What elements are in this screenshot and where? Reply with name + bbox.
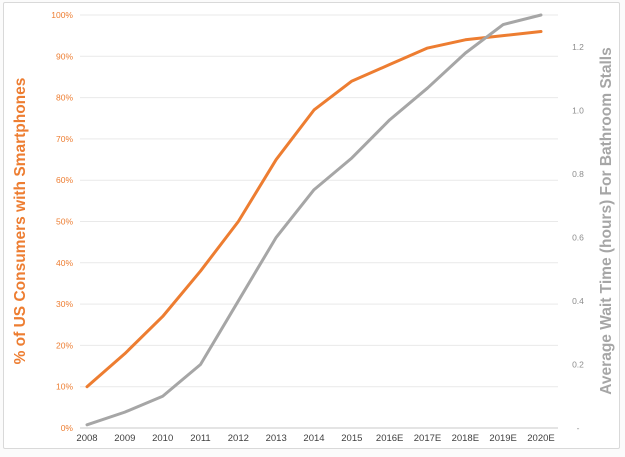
left-axis-tick-label: 50% [56,217,73,227]
right-axis-tick-label: 1.2 [572,42,584,52]
x-axis-tick-label: 2015 [341,433,362,444]
x-axis-tick-label: 2009 [114,433,135,444]
left-axis-tick-label: 20% [56,340,73,350]
left-axis-tick-label: 40% [56,258,73,268]
right-axis-tick-label: 0.6 [572,232,584,242]
right-axis-tick-label: 0.8 [572,169,584,179]
right-axis-tick-label: 1.0 [572,105,584,115]
right-axis-tick-label: 0.4 [572,296,584,306]
right-axis-tick-label: - [577,423,580,433]
x-axis-tick-label: 2013 [266,433,287,444]
x-axis-tick-label: 2019E [489,433,516,444]
x-axis-tick-label: 2012 [228,433,249,444]
left-axis-tick-label: 10% [56,382,73,392]
x-axis-tick-label: 2014 [303,433,324,444]
x-axis-tick-label: 2018E [452,433,479,444]
left-axis-tick-label: 80% [56,93,73,103]
x-axis-tick-label: 2016E [376,433,403,444]
left-axis-tick-label: 70% [56,134,73,144]
left-axis-tick-label: 0% [61,423,74,433]
x-axis-tick-label: 2008 [76,433,97,444]
right-axis-tick-label: 0.2 [572,359,584,369]
x-axis-tick-label: 2020E [527,433,554,444]
left-axis-tick-label: 30% [56,299,73,309]
wait-time-series-line [85,13,543,427]
x-axis-tick-label: 2010 [152,433,173,444]
left-axis-tick-label: 90% [56,51,73,61]
x-axis-tick-label: 2017E [414,433,441,444]
left-axis-tick-label: 100% [51,10,73,20]
left-axis-tick-label: 60% [56,175,73,185]
x-axis-tick-label: 2011 [190,433,210,444]
smartphones-series-line [85,30,543,389]
chart-frame [3,2,620,449]
